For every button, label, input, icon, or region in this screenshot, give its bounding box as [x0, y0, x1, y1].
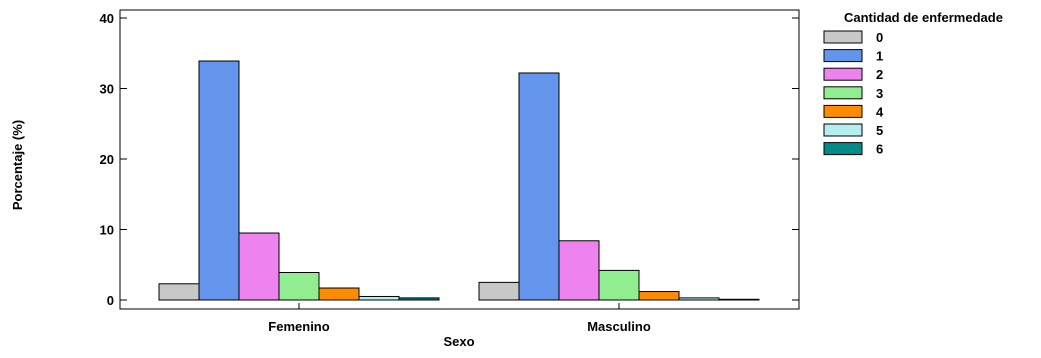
bar-masculino-series-1 [518, 72, 560, 301]
legend-title: Cantidad de enfermedade [844, 10, 1003, 25]
legend-swatch-6 [823, 142, 863, 156]
bar-masculino-series-6 [718, 298, 760, 301]
legend-swatch-0 [823, 30, 863, 44]
legend-label: 2 [876, 67, 883, 82]
legend: Cantidad de enfermedade 0 1 2 3 4 5 6 [823, 10, 1003, 157]
x-tick-label: Femenino [268, 319, 329, 334]
bar-femenino-series-3 [278, 272, 320, 301]
legend-swatch-1 [823, 49, 863, 63]
bar-femenino-series-2 [238, 232, 280, 301]
axes: Porcentaje (%) Sexo 0 10 20 30 40 Femenino Mas… [10, 9, 800, 349]
bar-femenino-series-1 [198, 60, 240, 301]
legend-label: 0 [876, 30, 883, 45]
legend-swatch-4 [823, 104, 863, 118]
bar-masculino-series-2 [558, 240, 600, 301]
x-tick-label: Masculino [587, 319, 651, 334]
bar-femenino-series-4 [318, 287, 360, 301]
y-axis-label: Porcentaje (%) [10, 120, 25, 210]
bar-femenino-series-5 [358, 295, 400, 301]
plot-area [158, 60, 760, 301]
bar-masculino-series-4 [638, 291, 680, 301]
bar-masculino-series-3 [598, 269, 640, 301]
bar-femenino-series-6 [398, 297, 440, 301]
y-tick-label: 20 [100, 152, 114, 167]
legend-label: 5 [876, 123, 883, 138]
legend-swatch-2 [823, 67, 863, 81]
x-axis-label: Sexo [443, 334, 474, 349]
legend-label: 1 [876, 49, 883, 64]
y-tick-label: 0 [107, 293, 114, 308]
legend-swatch-5 [823, 123, 863, 137]
y-tick-label: 10 [100, 223, 114, 238]
bar-masculino-series-5 [678, 297, 720, 301]
y-tick-label: 30 [100, 82, 114, 97]
legend-label: 6 [876, 142, 883, 157]
legend-label: 4 [876, 104, 884, 119]
bar-femenino-series-0 [158, 283, 200, 301]
y-tick-label: 40 [100, 11, 114, 26]
bar-masculino-series-0 [478, 281, 520, 301]
legend-label: 3 [876, 86, 883, 101]
legend-swatch-3 [823, 86, 863, 100]
